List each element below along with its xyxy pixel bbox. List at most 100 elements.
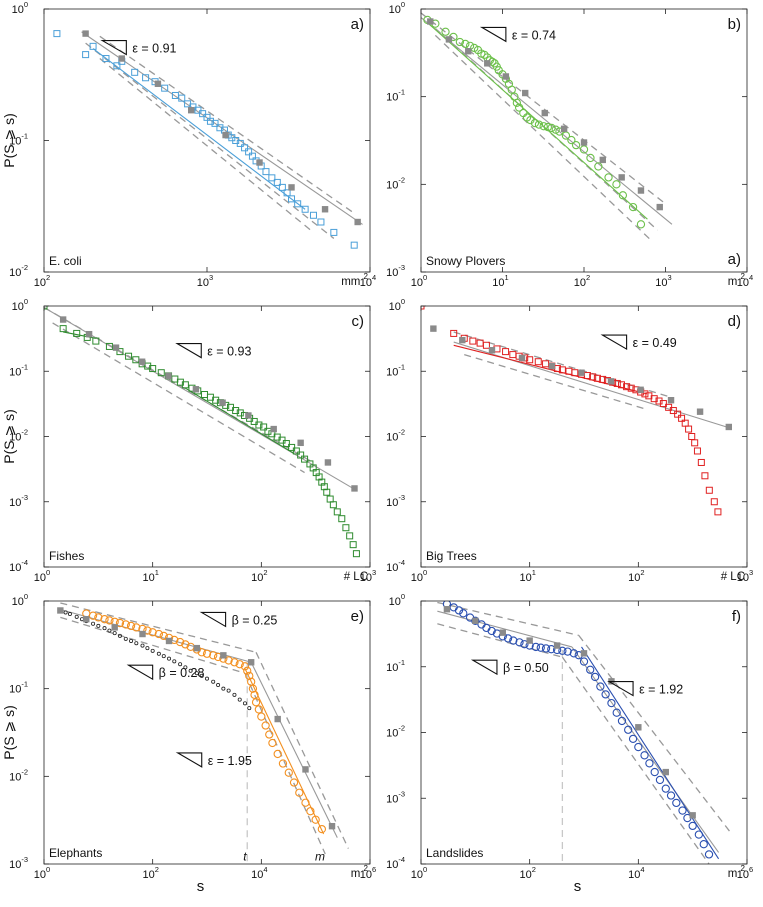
data-point-empirical xyxy=(618,381,626,389)
data-point-empirical-2 xyxy=(188,668,193,673)
series-markers xyxy=(442,601,714,859)
data-point-empirical xyxy=(248,684,258,693)
data-point-empirical xyxy=(558,366,566,374)
data-point-empirical xyxy=(471,616,480,625)
data-point-empirical xyxy=(586,153,595,163)
y-tick-label: 10-1 xyxy=(386,88,405,104)
data-point-empirical xyxy=(278,759,288,768)
data-point-empirical xyxy=(289,778,299,787)
data-point-binned xyxy=(220,652,227,659)
data-point-binned xyxy=(188,106,195,114)
data-point-empirical-2 xyxy=(226,688,231,693)
data-point-empirical xyxy=(678,806,687,815)
data-point-empirical xyxy=(705,486,713,494)
data-point-empirical xyxy=(531,642,541,652)
data-point-empirical xyxy=(236,139,244,147)
data-point-empirical xyxy=(571,140,581,150)
data-point-empirical xyxy=(132,623,141,632)
y-tick-label: 10-4 xyxy=(386,558,405,574)
fit-line-dashed xyxy=(437,623,563,658)
data-point-empirical xyxy=(330,228,338,236)
data-point-empirical xyxy=(301,455,309,463)
data-point-empirical xyxy=(459,609,468,618)
data-point-binned xyxy=(725,423,732,431)
data-point-binned xyxy=(553,642,561,649)
panel-b: 100 101 102 103 10410-310-210-1100b)a)Snowy … xyxy=(386,0,753,289)
data-point-empirical xyxy=(273,178,281,186)
data-point-empirical xyxy=(105,616,114,625)
data-point-empirical xyxy=(618,191,628,200)
data-point-empirical-2 xyxy=(156,651,161,656)
data-point-empirical xyxy=(659,400,667,408)
data-point-empirical xyxy=(599,375,607,383)
data-point-empirical xyxy=(520,640,529,649)
data-point-empirical xyxy=(593,374,601,382)
data-point-empirical-2 xyxy=(129,638,134,643)
data-point-empirical xyxy=(601,690,610,699)
y-tick-label: 10-2 xyxy=(9,263,28,279)
fit-line-solid xyxy=(453,341,727,428)
data-point-empirical xyxy=(543,122,552,132)
data-point-empirical xyxy=(131,68,139,76)
panel-letter: e) xyxy=(351,608,364,625)
panel-letter: a) xyxy=(351,16,364,33)
x-tick-label: 104 xyxy=(251,865,267,881)
data-point-binned xyxy=(288,184,295,191)
data-point-empirical-2 xyxy=(96,623,101,628)
fit-line-solid xyxy=(92,48,306,210)
slope-label: ε = 0.74 xyxy=(512,28,556,42)
data-point-empirical xyxy=(469,337,477,345)
data-point-empirical xyxy=(209,651,218,660)
x-tick-label: 101 xyxy=(142,568,158,584)
data-point-binned xyxy=(139,630,146,638)
data-point-empirical-2 xyxy=(145,646,150,651)
slope-label: β = 0.50 xyxy=(503,661,549,675)
data-point-empirical xyxy=(264,427,272,435)
data-point-binned xyxy=(219,399,226,406)
data-point-binned xyxy=(427,18,434,25)
fit-line-dashed xyxy=(60,602,257,653)
data-point-empirical xyxy=(697,458,705,466)
data-point-binned xyxy=(560,125,568,132)
data-point-empirical xyxy=(212,396,220,404)
dataset-name: Snowy Plovers xyxy=(426,254,505,268)
data-point-empirical xyxy=(640,751,649,760)
y-tick-label: 10-3 xyxy=(9,493,28,509)
data-point-empirical xyxy=(254,705,263,714)
data-point-empirical xyxy=(323,488,331,496)
data-point-empirical xyxy=(53,30,61,38)
data-point-empirical xyxy=(461,39,470,49)
data-point-binned xyxy=(465,48,472,55)
data-point-empirical xyxy=(295,788,304,797)
data-point-empirical xyxy=(301,205,309,213)
data-point-empirical xyxy=(685,425,693,433)
fit-line-solid xyxy=(81,31,363,225)
y-tick-label: 100 xyxy=(389,0,405,16)
data-point-binned xyxy=(599,156,606,164)
data-point-empirical xyxy=(650,395,658,403)
data-point-binned xyxy=(580,139,588,146)
data-point-binned xyxy=(459,336,466,344)
data-point-empirical xyxy=(454,606,464,615)
data-point-empirical xyxy=(317,824,327,834)
x-tick-label: 102 xyxy=(574,273,590,289)
data-point-empirical xyxy=(579,657,589,666)
x-tick-label: 102 xyxy=(251,568,267,584)
data-point-empirical xyxy=(672,798,681,808)
series-markers xyxy=(421,306,732,516)
data-point-empirical xyxy=(126,621,136,631)
data-point-empirical xyxy=(604,173,613,182)
data-point-empirical xyxy=(645,759,654,768)
data-point-empirical xyxy=(113,62,121,70)
data-point-empirical xyxy=(250,417,258,425)
data-point-empirical xyxy=(329,501,337,509)
data-point-empirical xyxy=(678,414,686,422)
data-point-empirical xyxy=(181,381,189,389)
data-point-empirical xyxy=(628,202,638,212)
data-point-empirical xyxy=(161,84,169,92)
data-point-empirical xyxy=(534,120,544,129)
dataset-name: Big Trees xyxy=(426,549,477,563)
data-point-empirical-2 xyxy=(150,648,155,653)
data-point-binned xyxy=(256,159,263,166)
